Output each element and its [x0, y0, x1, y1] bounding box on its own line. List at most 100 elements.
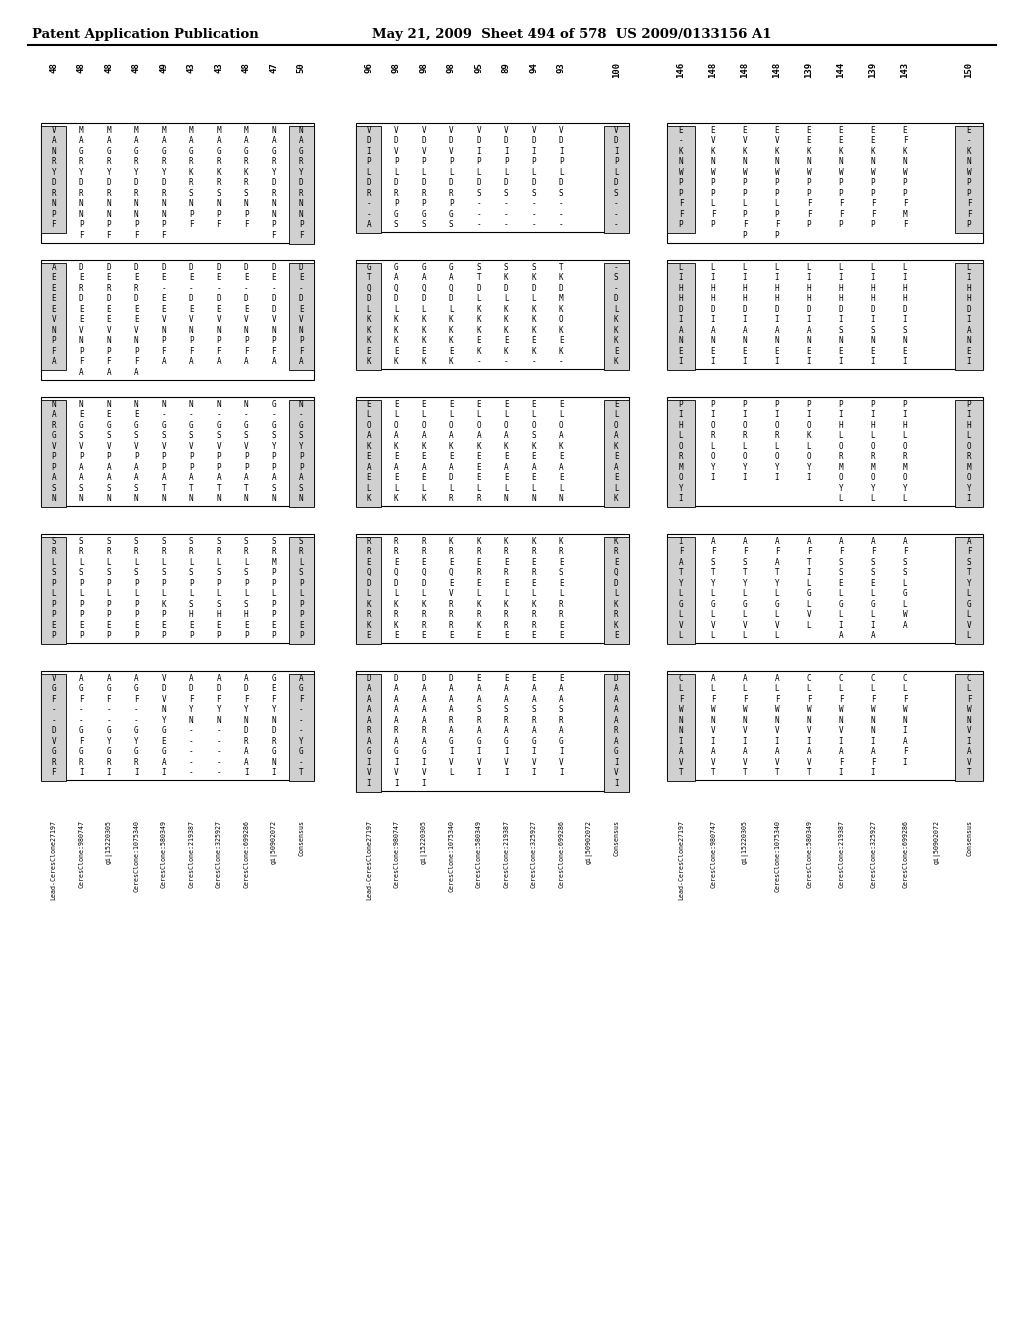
Text: D: D — [903, 305, 907, 314]
Text: E: E — [394, 453, 398, 461]
Text: I: I — [394, 779, 398, 788]
Text: R: R — [531, 620, 536, 630]
Text: E: E — [449, 558, 454, 566]
Text: A: A — [244, 673, 249, 682]
Text: D: D — [614, 294, 618, 304]
Text: N: N — [216, 494, 221, 503]
FancyBboxPatch shape — [954, 675, 983, 781]
Text: -: - — [504, 220, 509, 230]
Text: D: D — [614, 578, 618, 587]
Text: F: F — [807, 548, 811, 556]
Text: L: L — [903, 494, 907, 503]
Text: P: P — [299, 631, 303, 640]
Text: -: - — [271, 411, 276, 420]
Text: K: K — [449, 315, 454, 325]
Text: I: I — [271, 768, 276, 777]
Text: G: G — [839, 599, 844, 609]
Text: A: A — [870, 631, 876, 640]
Text: L: L — [559, 168, 563, 177]
Text: Q: Q — [394, 284, 398, 293]
Text: P: P — [271, 610, 276, 619]
Text: Y: Y — [870, 483, 876, 492]
Text: E: E — [504, 474, 509, 482]
Text: I: I — [870, 315, 876, 325]
Text: N: N — [967, 337, 972, 346]
Text: -: - — [531, 199, 536, 209]
Text: O: O — [711, 453, 716, 461]
Text: G: G — [367, 747, 371, 756]
Text: G: G — [394, 210, 398, 219]
Text: 48: 48 — [49, 62, 58, 73]
Text: S: S — [870, 558, 876, 566]
Text: D: D — [394, 136, 398, 145]
Text: CeresClone:219387: CeresClone:219387 — [838, 820, 844, 888]
Text: A: A — [870, 537, 876, 545]
Text: L: L — [422, 168, 426, 177]
Text: K: K — [394, 620, 398, 630]
Text: P: P — [271, 568, 276, 577]
Text: A: A — [614, 705, 618, 714]
Text: K: K — [504, 305, 509, 314]
Text: E: E — [134, 620, 138, 630]
Text: O: O — [531, 421, 536, 430]
Text: D: D — [367, 673, 371, 682]
Text: N: N — [679, 337, 683, 346]
Text: 139: 139 — [868, 62, 878, 78]
Text: D: D — [367, 178, 371, 187]
Text: P: P — [299, 599, 303, 609]
Text: P: P — [271, 463, 276, 471]
Text: D: D — [51, 726, 56, 735]
Text: E: E — [367, 631, 371, 640]
Text: V: V — [742, 620, 748, 630]
Text: gi|15220305: gi|15220305 — [420, 820, 427, 865]
Text: V: V — [162, 673, 166, 682]
Text: -: - — [216, 747, 221, 756]
Text: P: P — [299, 578, 303, 587]
Text: L: L — [504, 294, 509, 304]
Text: CeresClone:980747: CeresClone:980747 — [78, 820, 84, 888]
Text: P: P — [189, 463, 194, 471]
Text: -: - — [79, 705, 84, 714]
Text: M: M — [559, 294, 563, 304]
Text: P: P — [449, 157, 454, 166]
Text: W: W — [967, 168, 972, 177]
Text: A: A — [449, 432, 454, 441]
Text: R: R — [271, 737, 276, 746]
Text: I: I — [903, 726, 907, 735]
Text: P: P — [967, 189, 972, 198]
Text: E: E — [476, 673, 481, 682]
Text: I: I — [967, 273, 972, 282]
Text: N: N — [162, 494, 166, 503]
Text: N: N — [807, 337, 811, 346]
Text: P: P — [299, 610, 303, 619]
Text: E: E — [422, 558, 426, 566]
Text: L: L — [967, 684, 972, 693]
Text: 148: 148 — [740, 62, 750, 78]
Text: Q: Q — [449, 284, 454, 293]
Text: F: F — [51, 220, 56, 230]
Text: K: K — [394, 337, 398, 346]
Text: I: I — [367, 758, 371, 767]
Text: I: I — [742, 737, 748, 746]
Text: P: P — [79, 599, 84, 609]
Text: L: L — [449, 411, 454, 420]
Text: M: M — [903, 463, 907, 471]
Text: R: R — [422, 610, 426, 619]
Text: E: E — [903, 125, 907, 135]
Text: G: G — [559, 737, 563, 746]
Text: L: L — [367, 589, 371, 598]
Text: N: N — [51, 494, 56, 503]
Text: A: A — [216, 474, 221, 482]
Text: K: K — [531, 315, 536, 325]
Text: R: R — [394, 537, 398, 545]
Text: L: L — [51, 589, 56, 598]
Text: E: E — [559, 631, 563, 640]
Text: P: P — [189, 337, 194, 346]
Text: R: R — [422, 620, 426, 630]
Text: Y: Y — [106, 168, 111, 177]
Text: V: V — [367, 125, 371, 135]
Text: Y: Y — [162, 168, 166, 177]
Text: I: I — [742, 273, 748, 282]
Text: N: N — [162, 705, 166, 714]
Text: R: R — [903, 453, 907, 461]
